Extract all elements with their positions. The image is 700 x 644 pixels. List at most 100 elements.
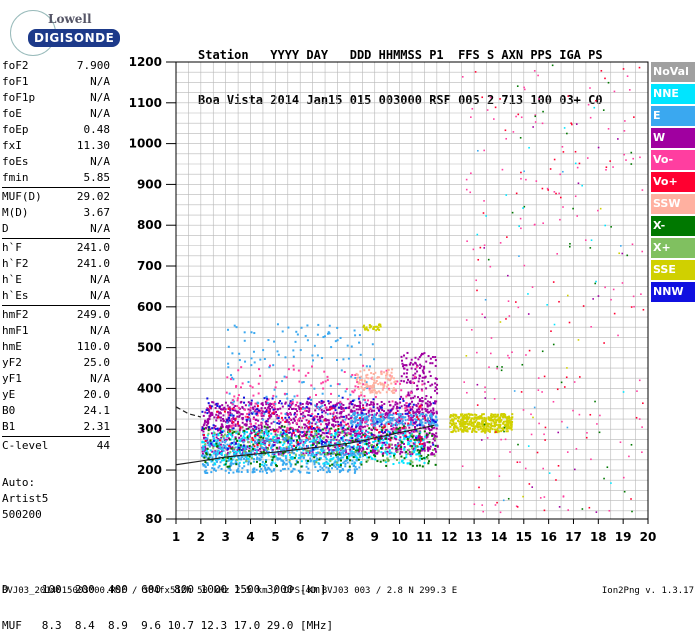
echo-point — [358, 395, 361, 398]
echo-point — [258, 465, 261, 468]
echo-point — [401, 451, 404, 454]
echo-point — [347, 357, 350, 360]
echo-point — [267, 466, 270, 469]
echo-point — [257, 427, 260, 430]
echo-point — [409, 423, 412, 426]
echo-point — [227, 428, 230, 431]
param-value: 249.0 — [76, 308, 110, 321]
echo-point — [241, 418, 244, 421]
echo-point — [430, 425, 433, 428]
echo-point — [236, 411, 239, 414]
echo-point — [387, 368, 390, 371]
echo-point — [243, 436, 246, 439]
echo-point — [357, 449, 360, 452]
echo-point — [606, 466, 609, 469]
echo-point — [316, 458, 319, 461]
echo-point — [230, 424, 233, 427]
echo-point — [483, 418, 486, 421]
echo-point — [276, 350, 279, 353]
echo-point — [325, 453, 328, 456]
echo-point — [279, 431, 282, 434]
echo-point — [305, 425, 308, 428]
echo-point — [405, 404, 408, 407]
echo-point — [501, 366, 503, 368]
echo-point — [229, 433, 232, 436]
echo-point — [348, 405, 351, 408]
echo-point — [319, 437, 322, 440]
echo-point — [381, 429, 384, 432]
echo-point — [542, 110, 544, 113]
echo-point — [577, 339, 580, 341]
echo-point — [272, 364, 275, 367]
echo-point — [370, 423, 373, 426]
echo-point — [352, 430, 355, 433]
echo-point — [489, 96, 492, 99]
echo-point — [395, 422, 398, 425]
echo-point — [470, 172, 472, 175]
echo-point — [310, 459, 313, 462]
echo-point — [406, 351, 409, 354]
echo-point — [373, 381, 376, 384]
echo-point — [379, 383, 382, 386]
echo-point — [412, 414, 415, 417]
echo-point — [468, 427, 471, 430]
echo-point — [435, 400, 438, 403]
echo-point — [453, 424, 456, 427]
echo-point — [383, 435, 386, 438]
echo-point — [301, 455, 304, 458]
echo-point — [370, 457, 373, 460]
echo-point — [231, 432, 234, 435]
echo-point — [280, 454, 283, 457]
echo-point — [301, 446, 304, 449]
echo-point — [260, 422, 263, 425]
echo-point — [237, 463, 240, 466]
echo-point — [214, 428, 217, 431]
echo-point — [337, 429, 340, 432]
echo-point — [432, 448, 435, 451]
echo-point — [504, 129, 507, 132]
echo-point — [330, 427, 333, 430]
echo-point — [346, 439, 349, 442]
echo-point — [417, 387, 420, 390]
echo-point — [352, 453, 355, 456]
echo-point — [431, 356, 434, 359]
echo-point — [211, 401, 214, 404]
echo-point — [418, 432, 421, 435]
param-name: h`E — [2, 273, 22, 286]
echo-point — [321, 392, 324, 395]
echo-point — [359, 407, 362, 410]
param-name: D — [2, 222, 9, 235]
echo-point — [406, 408, 409, 411]
echo-point — [320, 399, 323, 402]
echo-point — [252, 470, 255, 473]
echo-point — [207, 421, 210, 424]
header-line-1: Station YYYY DAY DDD HHMMSS P1 FFS S AXN… — [198, 48, 603, 62]
echo-point — [449, 425, 452, 428]
echo-point — [620, 245, 622, 247]
echo-point — [220, 436, 223, 439]
echo-point — [483, 149, 485, 152]
echo-point — [372, 416, 375, 419]
echo-point — [206, 451, 209, 454]
echo-point — [233, 409, 236, 412]
echo-point — [431, 441, 434, 444]
echo-point — [365, 415, 368, 418]
echo-point — [239, 426, 242, 429]
echo-point — [426, 435, 429, 438]
echo-point — [206, 439, 209, 442]
echo-point — [314, 445, 317, 448]
echo-point — [492, 413, 495, 416]
echo-point — [371, 391, 374, 394]
echo-point — [522, 409, 525, 411]
echo-point — [238, 450, 241, 453]
echo-point — [494, 429, 497, 432]
echo-point — [369, 407, 372, 410]
echo-point — [327, 431, 330, 434]
echo-point — [377, 326, 380, 329]
echo-point — [494, 428, 497, 431]
echo-point — [263, 440, 266, 443]
echo-point — [210, 443, 213, 446]
echo-point — [231, 449, 234, 452]
echo-point — [293, 468, 296, 471]
echo-point — [389, 438, 392, 441]
